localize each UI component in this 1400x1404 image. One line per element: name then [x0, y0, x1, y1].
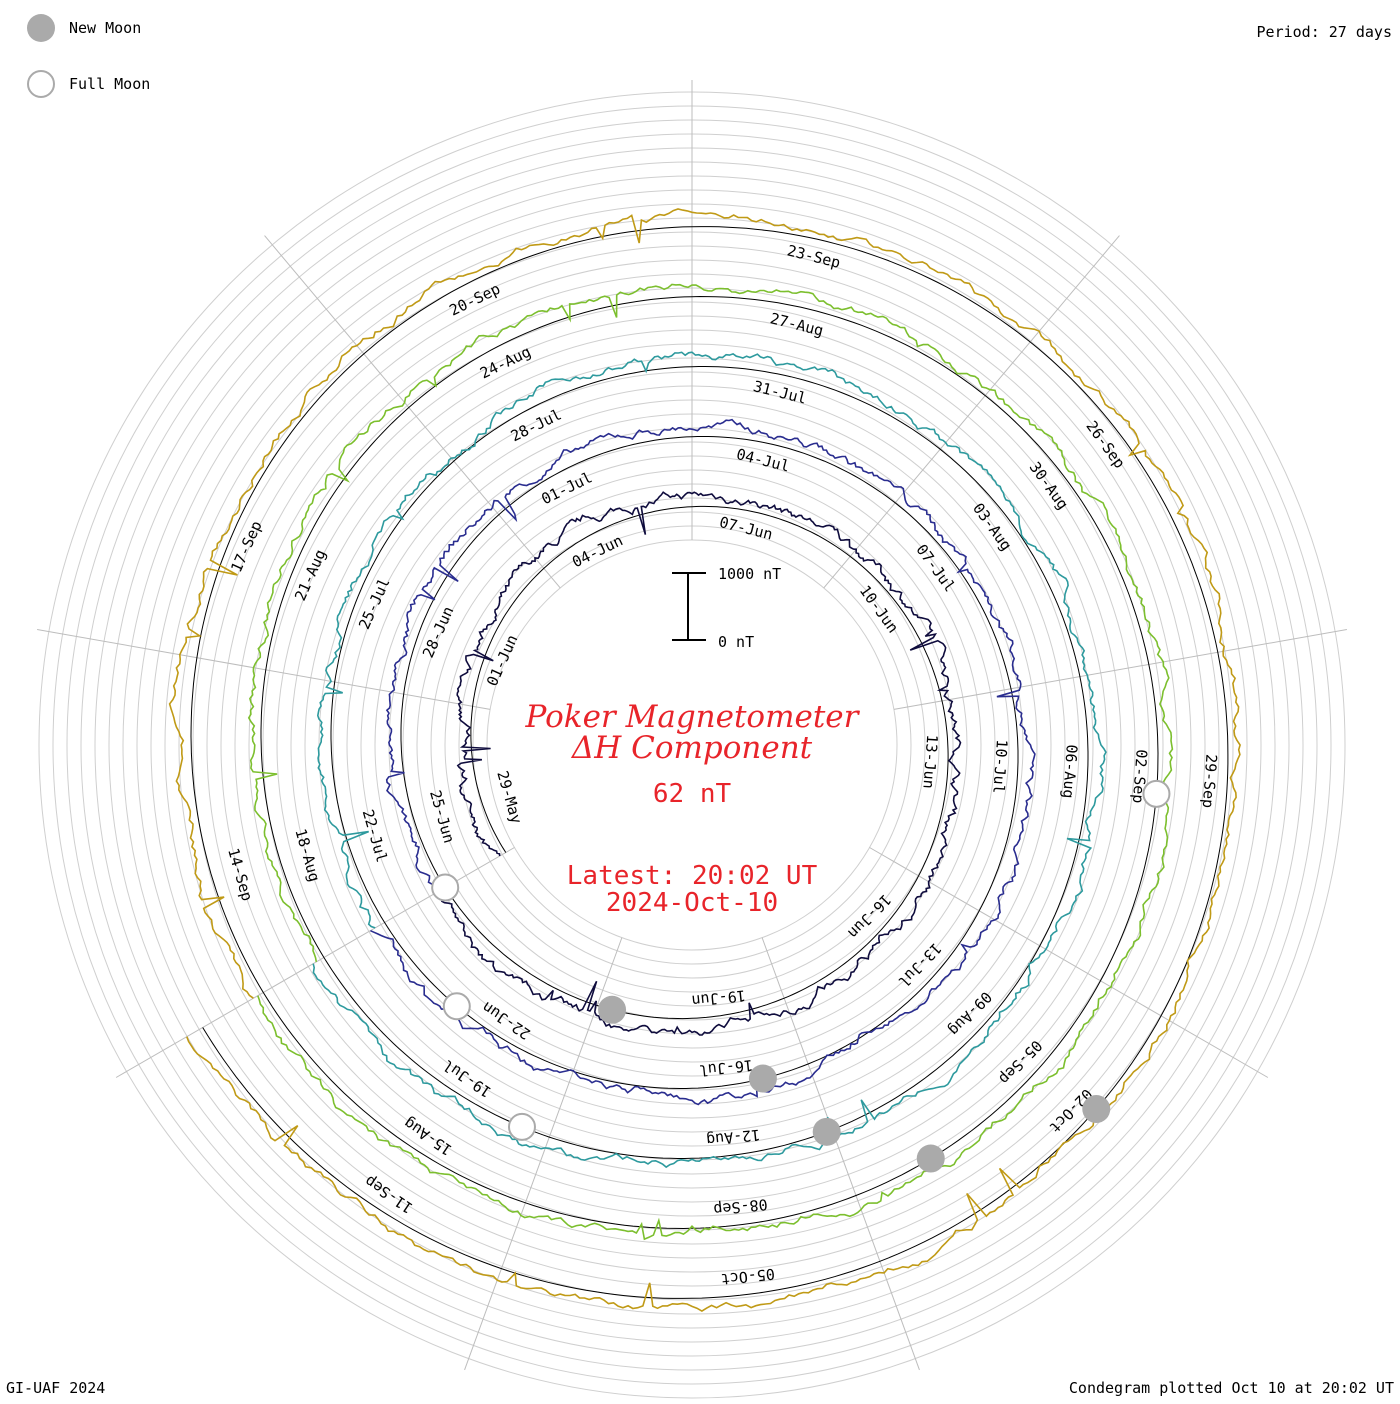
date-label: 25-Jul — [355, 575, 393, 632]
date-label: 25-Jun — [426, 788, 458, 845]
date-label: 18-Aug — [291, 827, 323, 884]
date-label: 27-Aug — [768, 309, 825, 340]
date-label: 14-Sep — [224, 846, 256, 903]
latest-date: 2024-Oct-10 — [606, 888, 778, 918]
trace-rotation-5 — [168, 208, 1241, 1313]
date-label: 10-Jul — [989, 739, 1011, 794]
date-label: 04-Jul — [735, 445, 792, 476]
new-moon-marker — [812, 1117, 841, 1146]
period-label: Period: 27 days — [1256, 23, 1392, 41]
date-label: 03-Aug — [969, 500, 1015, 554]
legend-full-moon-label: Full Moon — [69, 75, 151, 93]
scale-bar-top-label: 1000 nT — [718, 565, 781, 583]
chart-title-line2: ΔH Component — [571, 730, 813, 766]
full-moon-marker — [442, 992, 471, 1021]
scale-bar: 1000 nT 0 nT — [672, 565, 781, 651]
latest-time: Latest: 20:02 UT — [567, 861, 818, 891]
date-label: 13-Jul — [895, 939, 946, 990]
full-moon-marker — [507, 1112, 536, 1141]
grid-spoke — [37, 629, 491, 710]
trace-rotation-2 — [370, 418, 1036, 1106]
grid-spoke — [869, 847, 1269, 1078]
date-label: 08-Sep — [713, 1195, 769, 1219]
date-label: 21-Aug — [291, 547, 329, 604]
date-label: 31-Jul — [751, 377, 808, 408]
date-label: 12-Aug — [705, 1125, 761, 1149]
baseline-path — [190, 226, 1229, 1299]
legend-new-moon-label: New Moon — [69, 19, 142, 37]
moon-markers — [431, 779, 1171, 1173]
date-label: 16-Jul — [698, 1056, 754, 1080]
date-label: 23-Sep — [785, 241, 842, 272]
grid-spoke — [264, 235, 561, 589]
date-label: 29-May — [493, 769, 525, 826]
full-moon-icon — [27, 70, 55, 98]
chart-title-line1: Poker Magnetometer — [525, 699, 861, 735]
date-label: 20-Sep — [447, 280, 504, 320]
date-label: 04-Jun — [569, 531, 626, 571]
current-value: 62 nT — [653, 779, 732, 809]
date-label: 22-Jul — [359, 807, 391, 864]
date-label: 10-Jun — [856, 582, 902, 636]
date-label: 28-Jul — [508, 405, 565, 445]
full-moon-marker — [431, 873, 460, 902]
date-label: 01-Jul — [539, 468, 596, 508]
date-label: 29-Sep — [1199, 753, 1221, 808]
legend-new-moon: New Moon — [27, 14, 141, 42]
footer-credit: GI-UAF 2024 — [6, 1379, 106, 1397]
new-moon-marker — [916, 1144, 945, 1173]
date-label: 13-Jun — [919, 734, 941, 789]
date-label: 07-Jun — [718, 513, 775, 544]
trace-rotation-1 — [436, 491, 962, 1036]
date-label: 24-Aug — [477, 343, 534, 383]
date-label: 06-Aug — [1059, 744, 1081, 799]
data-traces — [168, 208, 1241, 1313]
new-moon-marker — [598, 995, 627, 1024]
full-moon-marker — [1142, 779, 1171, 808]
date-label: 07-Jul — [912, 541, 958, 595]
date-label: 17-Sep — [227, 518, 265, 575]
baseline-spiral — [190, 226, 1229, 1299]
date-label: 26-Sep — [1082, 417, 1128, 471]
date-label: 19-Jun — [691, 986, 747, 1010]
date-label: 05-Sep — [995, 1037, 1046, 1088]
trace-rotation-3 — [312, 351, 1107, 1169]
legend-full-moon: Full Moon — [27, 70, 150, 98]
new-moon-icon — [27, 14, 55, 42]
grid-spoke — [893, 629, 1347, 710]
new-moon-marker — [748, 1064, 777, 1093]
scale-bar-bottom-label: 0 nT — [718, 633, 754, 651]
date-label: 01-Jun — [483, 632, 521, 689]
date-label: 05-Oct — [720, 1265, 776, 1289]
grid-spoke — [823, 235, 1120, 589]
footer-plotted: Condegram plotted Oct 10 at 20:02 UT — [1068, 1379, 1394, 1397]
grid-spoke — [761, 937, 920, 1371]
new-moon-marker — [1082, 1095, 1111, 1124]
date-label: 28-Jun — [419, 604, 457, 661]
trace-rotation-4 — [247, 283, 1174, 1241]
